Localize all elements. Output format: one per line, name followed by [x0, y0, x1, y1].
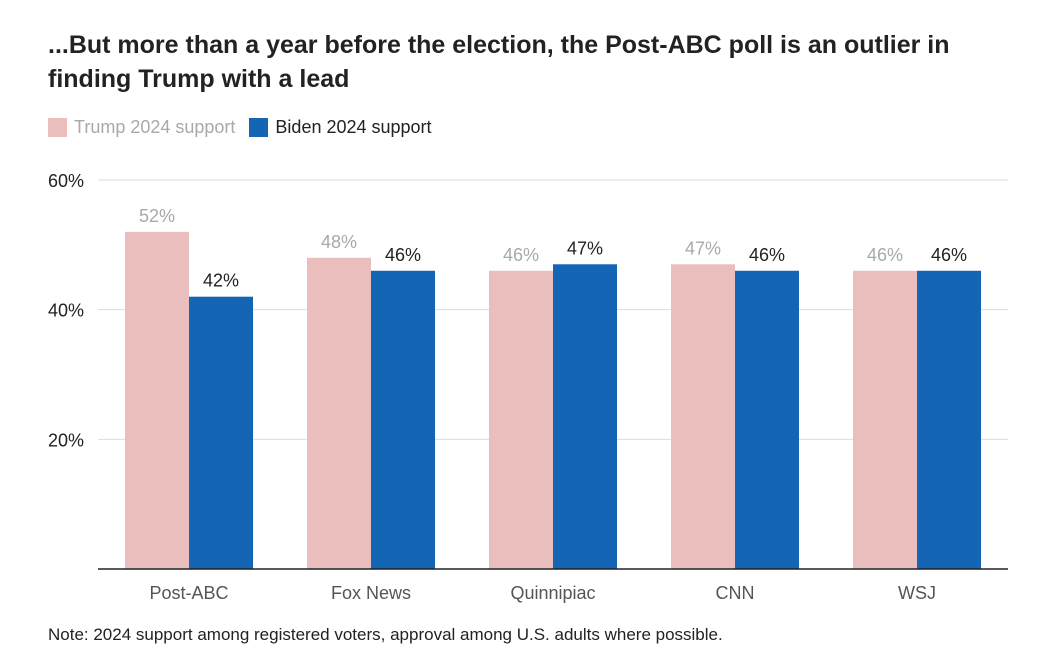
y-tick-label: 40%	[48, 301, 84, 321]
data-label-trump: 46%	[503, 245, 539, 265]
bar-biden	[735, 270, 799, 569]
data-label-biden: 46%	[749, 245, 785, 265]
bar-biden	[189, 296, 253, 569]
legend-item-biden: Biden 2024 support	[249, 116, 432, 138]
bar-trump	[489, 270, 553, 569]
x-tick-label: WSJ	[898, 583, 936, 603]
bar-trump	[125, 231, 189, 569]
x-tick-label: Fox News	[331, 583, 411, 603]
chart-note: Note: 2024 support among registered vote…	[48, 625, 723, 644]
data-label-biden: 46%	[385, 245, 421, 265]
y-tick-label: 60%	[48, 171, 84, 191]
data-label-biden: 46%	[931, 245, 967, 265]
bar-trump	[671, 264, 735, 569]
data-label-biden: 47%	[567, 238, 603, 258]
data-label-trump: 46%	[867, 245, 903, 265]
bar-trump	[307, 257, 371, 569]
legend-label-trump: Trump 2024 support	[74, 116, 236, 137]
legend-swatch-trump	[48, 117, 67, 137]
legend-label-biden: Biden 2024 support	[275, 116, 432, 137]
data-label-trump: 47%	[685, 238, 721, 258]
legend: Trump 2024 support Biden 2024 support	[48, 115, 446, 139]
data-label-trump: 48%	[321, 232, 357, 252]
bar-trump	[853, 270, 917, 569]
legend-item-trump: Trump 2024 support	[48, 117, 235, 138]
y-tick-label: 20%	[48, 430, 84, 450]
bar-biden	[917, 270, 981, 569]
bar-biden	[553, 264, 617, 569]
x-tick-label: Quinnipiac	[510, 583, 595, 603]
legend-swatch-biden	[249, 117, 269, 137]
data-label-biden: 42%	[203, 271, 239, 291]
data-label-trump: 52%	[139, 206, 175, 226]
chart-title: ...But more than a year before the elect…	[48, 31, 950, 93]
x-tick-label: Post-ABC	[149, 583, 228, 603]
bar-chart: 20% 40% 60% 52% 42% Post-ABC 48% 46% Fox News 46%…	[48, 171, 1008, 603]
bar-biden	[371, 270, 435, 569]
x-tick-label: CNN	[716, 583, 755, 603]
